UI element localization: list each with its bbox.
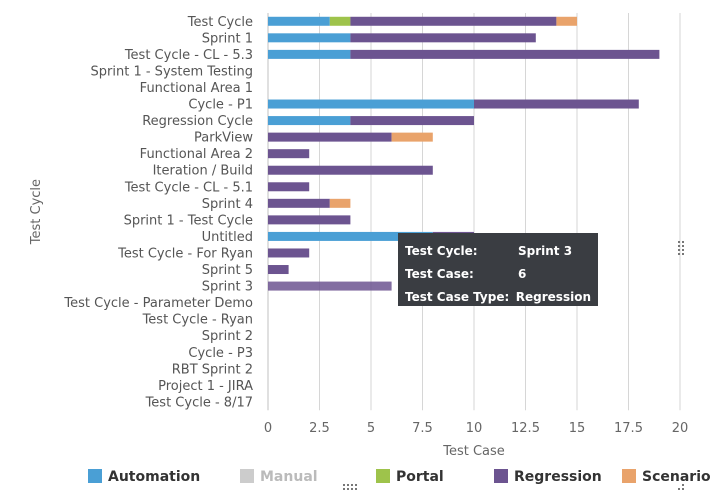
x-tick-label: 17.5 <box>614 421 643 436</box>
x-axis-title: Test Case <box>442 444 505 459</box>
bar-segment-regression <box>350 49 660 59</box>
category-label: Untitled <box>202 230 253 245</box>
x-tick-label: 5 <box>367 421 375 436</box>
bar-segment-regression <box>474 99 639 109</box>
legend-swatch-automation <box>88 469 102 483</box>
tooltip-value: Sprint 3 <box>518 243 573 258</box>
bar-segment-regression <box>268 132 392 142</box>
x-tick-label: 0 <box>264 421 272 436</box>
tooltip-value: 6 <box>518 266 527 281</box>
bar-segment-scenario <box>391 132 433 142</box>
bar-segment-regression <box>268 149 310 159</box>
tooltip-value: Regression <box>515 289 591 304</box>
x-tick-label: 12.5 <box>511 421 540 436</box>
category-label: Sprint 1 <box>202 31 253 46</box>
bar-segment-regression <box>268 198 330 208</box>
x-tick-label: 2.5 <box>309 421 330 436</box>
category-label: Project 1 - JIRA <box>158 379 253 394</box>
bar-segment-regression <box>268 248 310 258</box>
bar-segment-automation <box>268 33 351 43</box>
bar-segment-regression <box>268 165 433 175</box>
tooltip-key: Test Case: <box>405 266 474 281</box>
legend-label-scenario: Scenario <box>642 469 711 485</box>
tooltip-row-test-case: Test Case: 6 <box>405 262 591 285</box>
category-label: Test Cycle <box>187 15 253 30</box>
x-tick-label: 15 <box>569 421 586 436</box>
category-label: Sprint 5 <box>202 263 253 278</box>
category-label: Iteration / Build <box>153 164 253 179</box>
category-label: Test Cycle - 8/17 <box>145 395 253 410</box>
legend-label-automation: Automation <box>108 469 200 485</box>
tooltip-row-type: Test Case Type: Regression <box>405 285 591 308</box>
category-label: Sprint 2 <box>202 329 253 344</box>
category-label: Cycle - P1 <box>188 98 253 113</box>
category-label: Test Cycle - Ryan <box>142 313 253 328</box>
bar-segment-regression <box>268 182 310 192</box>
legend-swatch-portal <box>376 469 390 483</box>
legend-label-portal: Portal <box>396 469 444 485</box>
category-label: Regression Cycle <box>142 114 253 129</box>
x-tick-label: 20 <box>672 421 689 436</box>
bar-segment-automation <box>268 231 433 241</box>
x-tick-label: 10 <box>466 421 483 436</box>
bar-segment-automation <box>268 16 330 26</box>
legend-label-manual: Manual <box>260 469 318 485</box>
category-label: Test Cycle - CL - 5.3 <box>124 48 253 63</box>
category-label: Cycle - P3 <box>188 346 253 361</box>
bar-segment-portal <box>329 16 351 26</box>
category-label: Test Cycle - Parameter Demo <box>63 296 253 311</box>
bar-segment-regression <box>350 116 474 126</box>
bar-segment-regression <box>268 215 351 225</box>
category-label: Sprint 3 <box>202 280 253 295</box>
bar-segment-scenario <box>329 198 351 208</box>
bar-segment-scenario <box>556 16 577 26</box>
category-label: Functional Area 2 <box>140 147 253 162</box>
tooltip-row-cycle: Test Cycle: Sprint 3 <box>405 239 591 262</box>
bar-segment-regression <box>350 16 557 26</box>
chart-tooltip: Test Cycle: Sprint 3 Test Case: 6 Test C… <box>398 233 598 306</box>
bar-segment-regression <box>268 281 392 291</box>
bar-segment-automation <box>268 116 351 126</box>
category-label: Test Cycle - For Ryan <box>117 246 253 261</box>
category-label: Sprint 1 - System Testing <box>91 64 253 79</box>
tooltip-key: Test Cycle: <box>405 243 478 258</box>
tooltip-key: Test Case Type: <box>405 289 510 304</box>
legend-swatch-manual <box>240 469 254 483</box>
legend-label-regression: Regression <box>514 469 602 485</box>
resize-corner-icon[interactable] <box>678 484 684 490</box>
bar-segment-regression <box>350 33 536 43</box>
bar-segment-automation <box>268 99 474 109</box>
category-label: Functional Area 1 <box>140 81 253 96</box>
resize-handle-bottom-icon[interactable] <box>342 484 358 490</box>
category-label: Sprint 1 - Test Cycle <box>124 213 253 228</box>
category-label: Sprint 4 <box>202 197 253 212</box>
y-axis-title: Test Cycle <box>29 179 44 245</box>
category-label: ParkView <box>194 131 253 146</box>
resize-handle-right-icon[interactable] <box>678 240 684 256</box>
legend-swatch-scenario <box>622 469 636 483</box>
legend-swatch-regression <box>494 469 508 483</box>
bar-segment-regression <box>268 265 289 275</box>
x-tick-label: 7.5 <box>412 421 433 436</box>
bar-segment-automation <box>268 49 351 59</box>
category-label: Test Cycle - CL - 5.1 <box>124 180 253 195</box>
category-label: RBT Sprint 2 <box>172 362 253 377</box>
